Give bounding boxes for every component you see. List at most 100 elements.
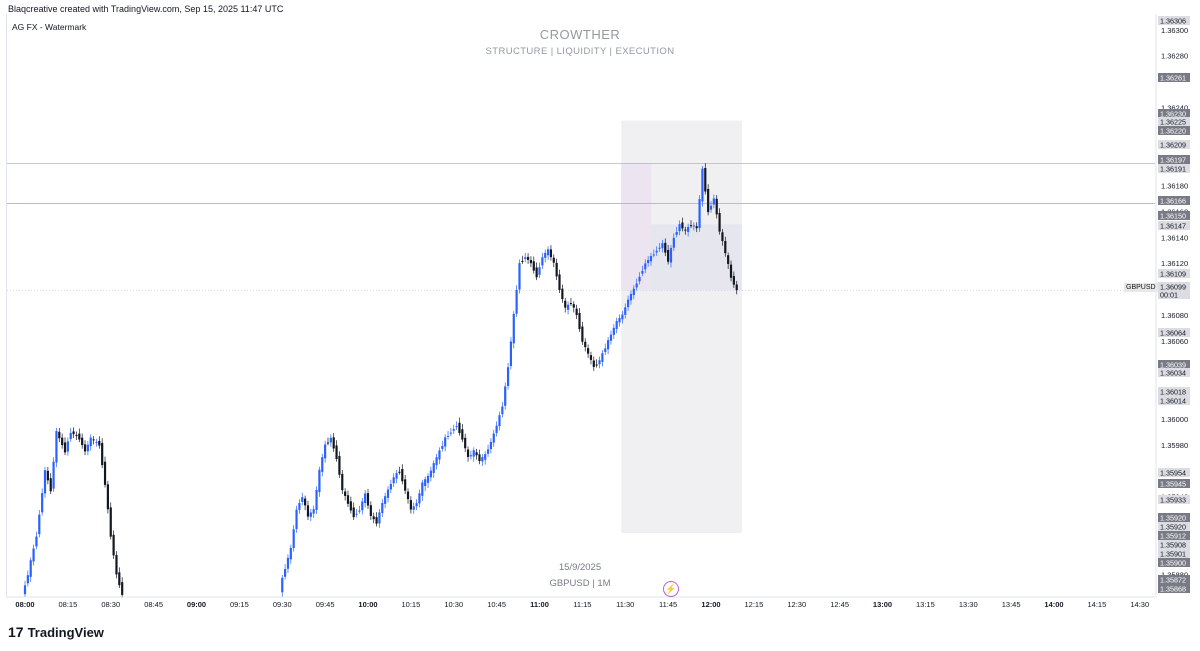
x-tick-21: 13:15 xyxy=(916,600,935,609)
x-tick-0: 08:00 xyxy=(15,600,34,609)
candle-body-42 xyxy=(301,497,304,502)
price-tag-13: 00:01 xyxy=(1160,291,1178,300)
x-tick-13: 11:15 xyxy=(573,600,591,609)
candle-body-2 xyxy=(29,560,32,577)
price-tag-16: 1.36034 xyxy=(1160,369,1186,378)
candle-body-110 xyxy=(495,425,498,433)
candle-body-115 xyxy=(509,341,513,366)
candle-body-9 xyxy=(49,478,52,492)
price-tag-bg-22 xyxy=(1158,513,1190,522)
candle-body-15 xyxy=(66,441,69,452)
price-tag-bg-2 xyxy=(1158,109,1190,118)
candle-body-6 xyxy=(41,493,44,513)
candle-body-91 xyxy=(441,445,444,449)
candle-body-174 xyxy=(678,224,681,232)
price-tag-24: 1.35912 xyxy=(1160,532,1186,541)
candle-body-96 xyxy=(455,426,458,428)
price-axis: 1.363001.362801.362401.361801.361601.361… xyxy=(1155,14,1190,597)
candle-body-154 xyxy=(621,314,624,320)
candle-body-157 xyxy=(629,293,633,301)
candle-body-58 xyxy=(346,495,350,504)
price-tag-1: 1.36261 xyxy=(1160,74,1186,83)
candle-body-81 xyxy=(412,506,415,510)
candle-body-18 xyxy=(75,434,78,436)
candle-body-50 xyxy=(324,444,327,459)
candle-body-39 xyxy=(292,529,295,548)
y-grid-label-10: 1.35980 xyxy=(1161,441,1188,450)
candle-body-106 xyxy=(484,454,487,460)
candle-body-126 xyxy=(541,257,544,266)
candle-body-52 xyxy=(329,437,332,443)
candle-body-30 xyxy=(109,507,112,537)
price-tag-7: 1.36191 xyxy=(1160,165,1186,174)
candle-body-193 xyxy=(732,276,735,285)
candle-body-124 xyxy=(535,267,538,278)
x-tick-12: 11:00 xyxy=(530,600,549,609)
price-tag-10: 1.36147 xyxy=(1160,222,1186,231)
tradingview-logo[interactable]: 17 TradingView xyxy=(8,624,104,640)
watermark-title: CROWTHER xyxy=(539,27,621,42)
x-tick-18: 12:30 xyxy=(787,600,806,609)
price-tag-bg-3 xyxy=(1158,117,1190,126)
candle-body-77 xyxy=(401,468,404,482)
candle-body-122 xyxy=(529,259,533,264)
lightning-icon[interactable]: ⚡ xyxy=(663,581,679,597)
candle-body-136 xyxy=(569,303,573,305)
candle-body-67 xyxy=(372,516,375,520)
candle-body-24 xyxy=(92,439,95,441)
candle-body-190 xyxy=(724,240,727,254)
zone-inner-rect xyxy=(621,163,652,291)
candle-body-148 xyxy=(604,348,607,353)
candle-body-3 xyxy=(32,548,35,562)
candle-body-140 xyxy=(581,326,584,342)
candle-body-80 xyxy=(409,500,412,510)
candle-body-1 xyxy=(26,575,29,584)
candle-body-187 xyxy=(715,198,718,215)
chart-pane[interactable] xyxy=(6,14,1157,597)
watermark-date: 15/9/2025 xyxy=(558,562,602,573)
candle-body-97 xyxy=(458,422,461,434)
x-tick-3: 08:45 xyxy=(144,600,163,609)
candle-body-158 xyxy=(632,288,635,296)
candle-body-146 xyxy=(598,360,601,365)
price-tag-28: 1.35872 xyxy=(1160,576,1186,585)
watermark-symbol: GBPUSD | 1M xyxy=(549,578,611,589)
candle-body-134 xyxy=(564,300,567,308)
time-axis: 08:00 08:15 08:30 08:45 09:00 09:15 09:30 09:45… xyxy=(7,596,1155,609)
candle-body-16 xyxy=(69,433,72,440)
x-tick-24: 14:00 xyxy=(1044,600,1063,609)
candle-body-149 xyxy=(607,340,610,350)
price-tag-bg-18 xyxy=(1158,396,1190,405)
candle-body-102 xyxy=(472,450,475,457)
candle-body-48 xyxy=(318,469,321,493)
candle-body-36 xyxy=(284,569,287,577)
price-tag-26: 1.35901 xyxy=(1160,550,1186,559)
x-tick-16: 12:00 xyxy=(701,600,720,609)
logo-mark-icon: 17 xyxy=(8,624,24,640)
y-grid-label-9: 1.36000 xyxy=(1161,415,1188,424)
candle-body-8 xyxy=(46,470,49,481)
candle-body-86 xyxy=(426,475,430,483)
price-tag-bg-14 xyxy=(1158,328,1190,337)
candle-body-135 xyxy=(566,304,570,310)
candle-body-147 xyxy=(601,353,604,362)
candle-body-20 xyxy=(81,437,84,446)
price-tag-0: 1.36306 xyxy=(1160,17,1186,26)
candle-body-167 xyxy=(658,247,661,249)
indicator-label[interactable]: AG FX - Watermark xyxy=(12,22,87,32)
candle-body-21 xyxy=(83,444,87,452)
price-tag-bg-25 xyxy=(1158,540,1190,549)
candle-body-142 xyxy=(586,348,590,354)
candle-body-60 xyxy=(352,507,355,518)
candle-body-85 xyxy=(424,479,427,487)
x-tick-10: 10:30 xyxy=(444,600,463,609)
price-tag-23: 1.35920 xyxy=(1160,523,1186,532)
x-tick-23: 13:45 xyxy=(1002,600,1021,609)
x-tick-14: 11:30 xyxy=(616,600,634,609)
candle-body-43 xyxy=(304,498,307,506)
candle-body-100 xyxy=(466,449,470,457)
price-tag-5: 1.36209 xyxy=(1160,141,1186,150)
candle-body-27 xyxy=(101,442,104,466)
candle-body-13 xyxy=(61,437,64,446)
